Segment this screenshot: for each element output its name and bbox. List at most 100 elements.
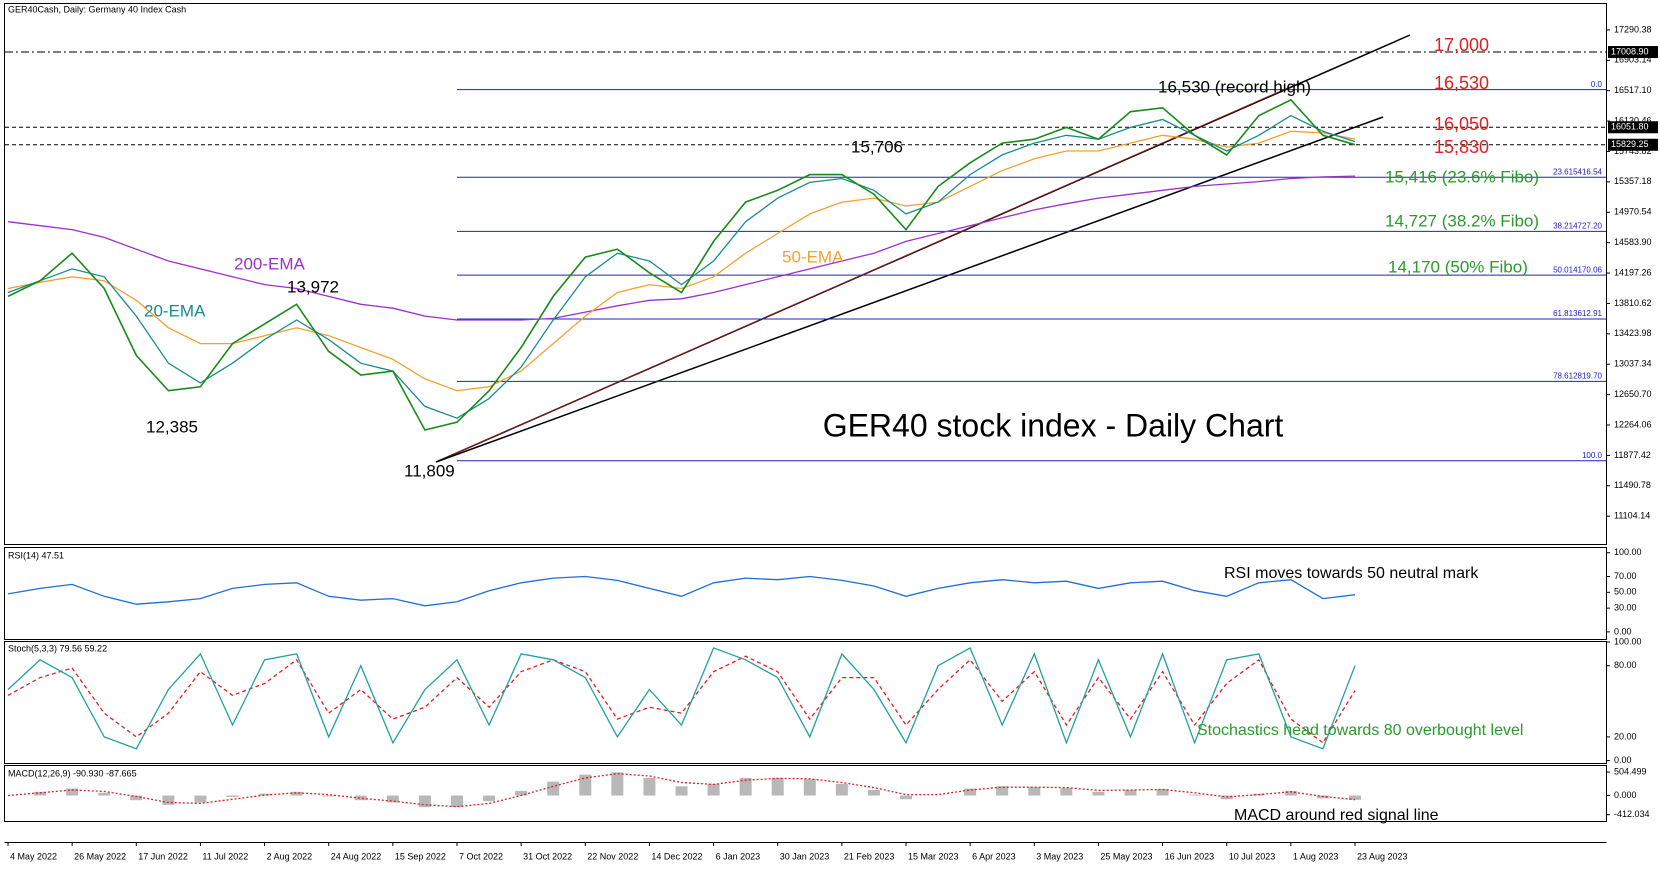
macd-bar	[1349, 795, 1361, 800]
annotation: 16,050	[1434, 114, 1489, 134]
annotation: 200-EMA	[234, 254, 306, 273]
y-tick-label: 13423.98	[1614, 328, 1652, 338]
y-tick-label: 15357.18	[1614, 176, 1652, 186]
macd-bar	[579, 774, 592, 796]
annotation: MACD around red signal line	[1234, 807, 1439, 824]
stoch-panel	[4, 641, 1607, 764]
x-tick-label: 16 Jun 2023	[1165, 851, 1215, 861]
y-tick-label: 11490.78	[1614, 480, 1651, 490]
macd-bar	[483, 795, 496, 802]
x-tick-label: 10 Jul 2023	[1229, 851, 1276, 861]
x-tick-label: 2 Aug 2022	[267, 851, 313, 861]
x-tick-label: 21 Feb 2023	[844, 851, 895, 861]
annotation: 16,530	[1434, 73, 1489, 93]
trend-line	[435, 116, 1384, 463]
level-box	[1608, 138, 1658, 151]
macd-bar	[1188, 794, 1201, 796]
x-tick-label: 7 Oct 2022	[459, 851, 503, 861]
x-tick-label: 26 May 2022	[74, 851, 126, 861]
fibo-label: 100.0	[1582, 451, 1603, 460]
y-tick-label: 11104.14	[1614, 511, 1650, 521]
annotation: 17,000	[1434, 35, 1489, 55]
series-line	[7, 646, 1356, 750]
y-tick-label: 0.000	[1614, 790, 1637, 800]
macd-bar	[1284, 790, 1297, 796]
annotation: RSI moves towards 50 neutral mark	[1224, 565, 1479, 582]
macd-bar	[418, 795, 431, 808]
macd-bar	[1156, 789, 1169, 796]
y-tick-label: 70.00	[1614, 571, 1637, 581]
x-tick-label: 24 Aug 2022	[331, 851, 382, 861]
y-tick-label: 11877.42	[1614, 450, 1651, 460]
annotation: 16,530 (record high)	[1158, 77, 1311, 96]
rsi-panel	[4, 547, 1607, 640]
series-line	[7, 575, 1356, 607]
series-line	[7, 773, 1356, 808]
series-line	[7, 655, 1356, 744]
macd-bar	[226, 795, 239, 797]
y-tick-label: -412.034	[1614, 809, 1650, 819]
annotation: 13,972	[287, 277, 339, 296]
macd-bar	[803, 779, 816, 796]
y-tick-label: 16903.14	[1614, 55, 1652, 65]
macd-bar	[66, 788, 79, 796]
annotation: 15,830	[1434, 137, 1489, 157]
series-line	[7, 175, 1356, 321]
fibo-label: 50.014170.06	[1553, 265, 1602, 274]
macd-bar	[194, 795, 207, 803]
y-tick-label: 100.00	[1614, 547, 1642, 557]
macd-bar	[771, 777, 784, 796]
annotation: 14,727 (38.2% Fibo)	[1385, 211, 1539, 230]
annotation: Stochastics head towards 80 overbought l…	[1197, 722, 1523, 739]
level-box	[1608, 121, 1658, 134]
y-tick-label: 14197.26	[1614, 267, 1652, 277]
x-tick-label: 25 May 2023	[1100, 851, 1152, 861]
level-box	[1608, 46, 1658, 59]
y-tick-label: 12264.06	[1614, 419, 1652, 429]
y-tick-label: 14583.90	[1614, 237, 1652, 247]
chart-header: GER40Cash, Daily: Germany 40 Index Cash	[8, 4, 186, 14]
trend-line	[435, 86, 1291, 463]
macd-bar	[547, 781, 560, 796]
level-label: 16051.80	[1611, 122, 1649, 132]
series-line	[7, 114, 1356, 419]
macd-bar	[739, 777, 752, 796]
macd-bar	[707, 783, 720, 796]
annotation: 50-EMA	[782, 247, 844, 266]
macd-bar	[964, 788, 977, 796]
x-tick-label: 31 Oct 2022	[523, 851, 572, 861]
y-tick-label: 15743.82	[1614, 146, 1652, 156]
y-tick-label: 0.00	[1614, 755, 1632, 765]
x-tick-label: 3 May 2023	[1036, 851, 1083, 861]
fibo-label: 23.615416.54	[1553, 167, 1602, 176]
y-tick-label: 17290.38	[1614, 24, 1652, 34]
x-tick-label: 1 Aug 2023	[1293, 851, 1339, 861]
fibo-label: 38.214727.20	[1553, 221, 1602, 230]
x-tick-label: 15 Mar 2023	[908, 851, 959, 861]
macd-bar	[611, 772, 624, 796]
x-tick-label: 6 Jan 2023	[716, 851, 761, 861]
macd-bar	[322, 795, 335, 797]
macd-bar	[515, 790, 528, 796]
x-tick-label: 11 Jul 2022	[202, 851, 248, 861]
y-tick-label: 16517.10	[1614, 85, 1652, 95]
level-label: 15829.25	[1611, 139, 1649, 149]
y-tick-label: 14970.54	[1614, 207, 1652, 217]
macd-bar	[867, 789, 880, 796]
fibo-label: 78.612819.70	[1553, 371, 1602, 380]
macd-bar	[34, 791, 47, 796]
macd-bar	[835, 783, 848, 796]
annotation: 15,706	[851, 137, 903, 156]
level-label: 17008.90	[1611, 46, 1649, 56]
y-tick-label: 80.00	[1614, 660, 1637, 670]
fibo-label: 61.813612.91	[1553, 309, 1602, 318]
macd-bar	[1060, 788, 1073, 796]
x-tick-label: 6 Apr 2023	[972, 851, 1016, 861]
y-tick-label: 12650.70	[1614, 389, 1652, 399]
x-tick-label: 17 Jun 2022	[138, 851, 188, 861]
x-tick-label: 4 May 2022	[10, 851, 57, 861]
y-tick-label: 20.00	[1614, 731, 1637, 741]
macd-bar	[258, 793, 271, 796]
